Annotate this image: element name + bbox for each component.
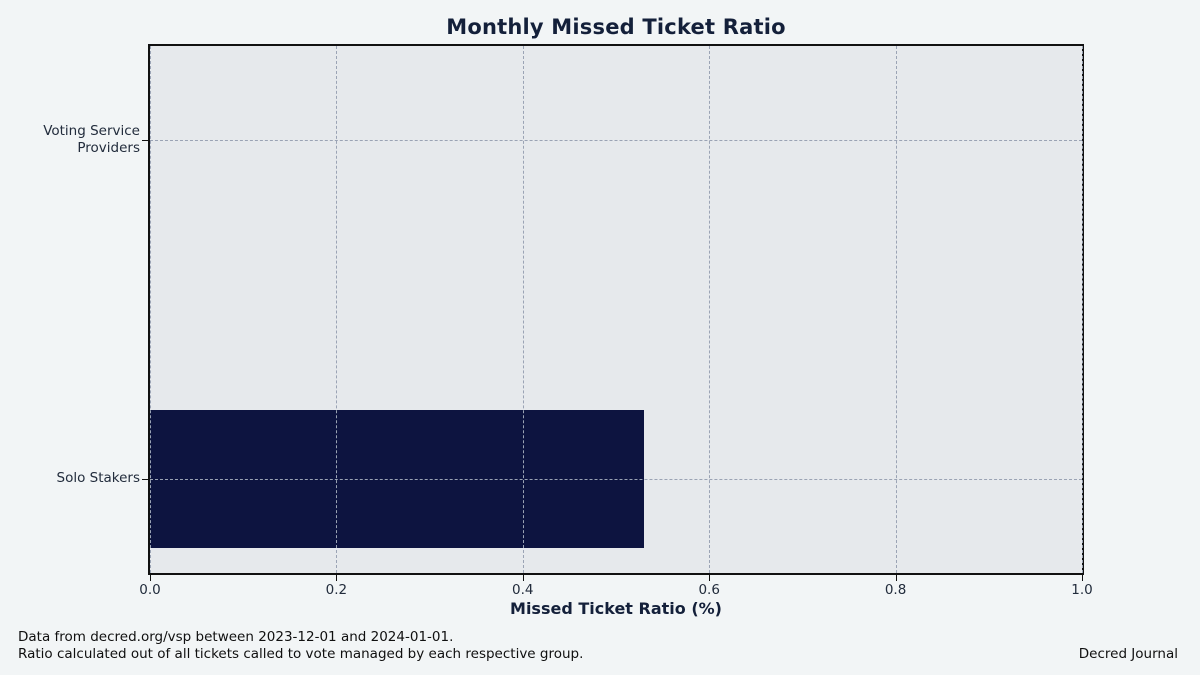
horizontal-gridline: [150, 478, 1082, 480]
vertical-gridline: [336, 46, 338, 573]
credit-text: Decred Journal: [1078, 646, 1178, 662]
vertical-gridline: [1082, 46, 1083, 573]
x-tick-label: 0.8: [884, 582, 907, 598]
plot-area: [148, 44, 1084, 575]
x-tick-label: 0.0: [139, 582, 161, 598]
x-tick-mark: [336, 575, 338, 581]
x-tick-label: 1.0: [1071, 582, 1093, 598]
x-tick-label: 0.2: [325, 582, 348, 598]
x-tick-mark: [150, 575, 151, 581]
grid-layer: [150, 46, 1083, 573]
x-tick-label: 0.6: [698, 582, 720, 598]
x-tick-mark: [522, 575, 524, 581]
x-tick-mark: [1082, 575, 1083, 581]
horizontal-gridline: [150, 140, 1082, 142]
footer-note-line2: Ratio calculated out of all tickets call…: [18, 646, 584, 662]
vertical-gridline: [522, 46, 524, 573]
y-tick-label: Voting Service Providers: [43, 123, 140, 157]
chart-title: Monthly Missed Ticket Ratio: [446, 15, 786, 39]
y-tick-label: Solo Stakers: [56, 470, 141, 487]
x-tick-label: 0.4: [512, 582, 534, 598]
vertical-gridline: [895, 46, 897, 573]
y-tick-mark: [142, 140, 148, 142]
vertical-gridline: [709, 46, 711, 573]
x-tick-mark: [895, 575, 897, 581]
x-axis-label: Missed Ticket Ratio (%): [510, 599, 722, 618]
y-tick-mark: [142, 478, 148, 480]
vertical-gridline: [150, 46, 151, 573]
footer-note-line1: Data from decred.org/vsp between 2023-12…: [18, 629, 454, 645]
footer-notes: Data from decred.org/vsp between 2023-12…: [18, 629, 583, 663]
x-tick-mark: [709, 575, 711, 581]
